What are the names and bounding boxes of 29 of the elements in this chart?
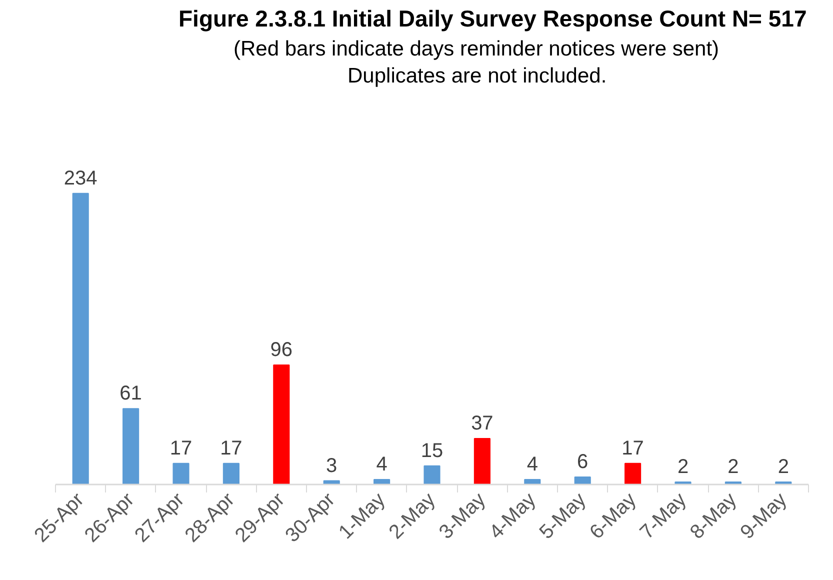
bar: [424, 465, 440, 484]
data-label: 3: [326, 454, 338, 477]
data-label: 4: [526, 454, 538, 476]
data-label: 2: [677, 456, 689, 478]
data-label: 4: [376, 454, 388, 476]
bar: [624, 462, 642, 484]
data-label: 234: [64, 167, 98, 190]
bar: [72, 192, 89, 484]
data-label: 6: [577, 451, 588, 474]
bar: [222, 462, 240, 484]
chart-title: Figure 2.3.8.1 Initial Daily Survey Response Count N= 517: [178, 6, 807, 32]
data-label: 61: [120, 382, 142, 405]
bar: [172, 462, 190, 484]
chart-subtitle: (Red bars indicate days reminder notices were sent): [234, 38, 720, 60]
bar: [273, 364, 290, 484]
data-label: 17: [622, 437, 644, 460]
data-label: 96: [270, 339, 293, 362]
bar: [474, 438, 490, 484]
text: Duplicates are not included.: [348, 64, 607, 88]
bar: [374, 479, 390, 484]
data-label: 17: [220, 437, 242, 460]
data-label: 37: [471, 412, 494, 434]
data-label: 15: [420, 440, 444, 462]
bar: [524, 479, 541, 484]
bar: [122, 408, 140, 484]
data-label: 2: [728, 456, 739, 478]
data-label: 2: [778, 456, 789, 478]
bar: [574, 476, 591, 484]
data-label: 17: [170, 437, 192, 460]
